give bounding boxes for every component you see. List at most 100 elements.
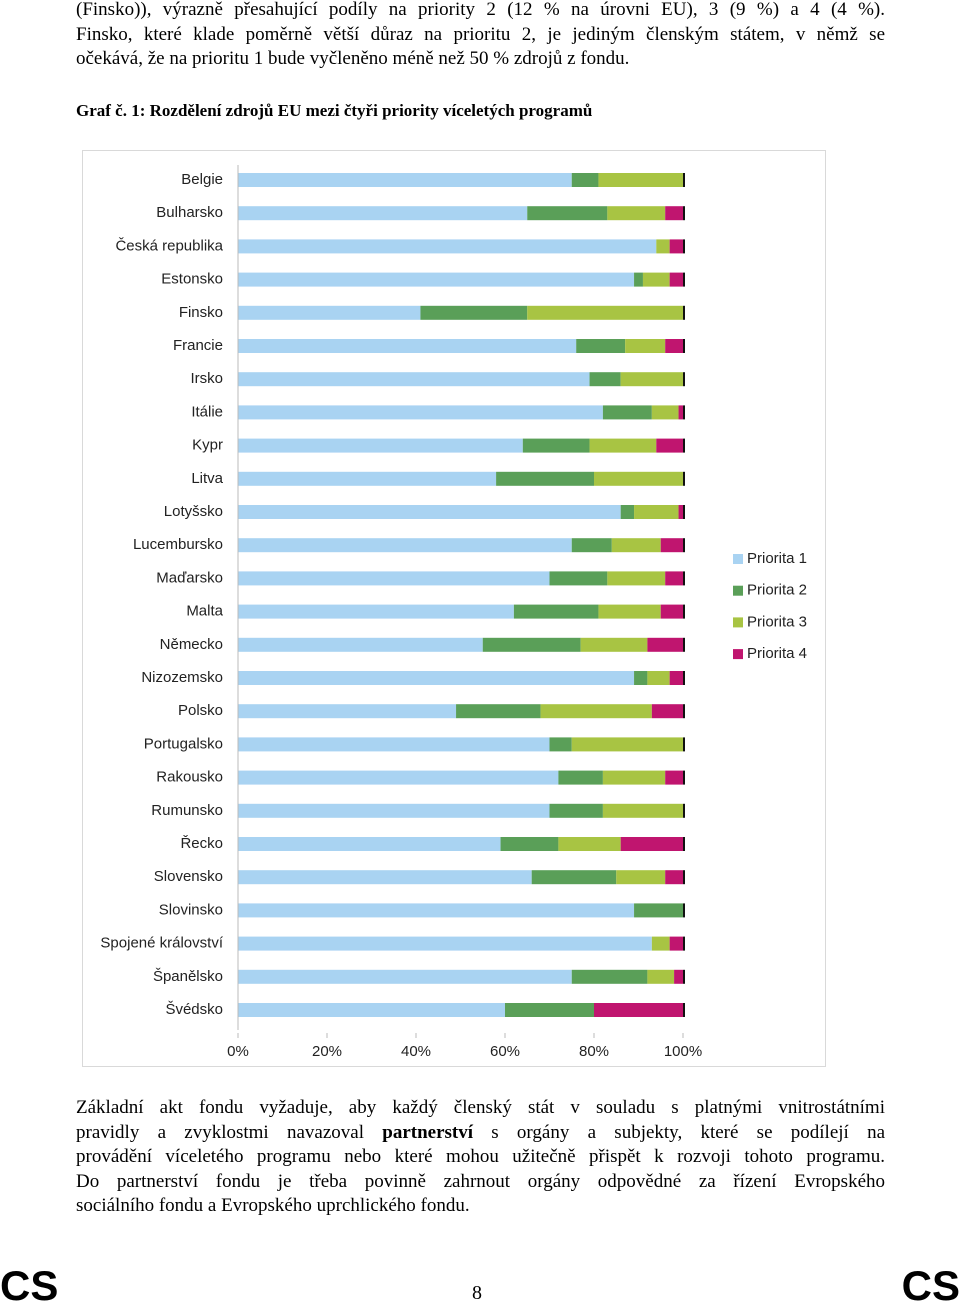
legend-swatch [733,554,743,564]
y-tick-label: Francie [173,337,223,354]
bar-segment [598,173,683,187]
y-tick-label: Itálie [191,403,223,420]
bar-segment [238,571,550,586]
page-number: 8 [472,1282,482,1304]
y-tick-label: Česká republika [115,237,223,254]
bar-segment [238,770,559,785]
y-tick-label: Lotyšsko [164,503,223,520]
y-tick-label: Rakousko [156,769,223,786]
text-run: Do partnerství fondu je třeba povinně za… [76,1170,885,1192]
bar-segment [625,339,666,353]
bar-segment [665,770,683,785]
bar-segment [238,803,550,818]
y-tick-label: Portugalsko [144,735,223,752]
bar-segment [571,969,648,984]
bar-segment [527,305,683,320]
text-line: provádění víceletého programu nebo které… [76,1145,885,1169]
x-tick-label: 80% [579,1043,609,1060]
bar-segment [531,870,617,885]
bar-segment [616,870,666,885]
bar-segment [238,305,421,320]
bar-segment [634,671,648,685]
bar-segment [651,704,683,719]
y-tick-label: Švédsko [165,1001,223,1018]
y-tick-label: Kypr [192,437,223,454]
y-tick-label: Finsko [179,304,223,321]
y-tick-label: Maďarsko [156,569,223,586]
bar-segment [549,737,572,752]
y-tick-label: Estonsko [161,271,223,288]
bar-segment [678,405,683,420]
bar-segment [669,239,683,254]
footer-lang: CS [0,1262,59,1309]
bar-segment [607,571,666,586]
text-line: Do partnerství fondu je třeba povinně za… [76,1170,885,1194]
bar-segment [589,372,621,387]
y-tick-label: Belgie [181,171,223,188]
y-tick-label: Slovinsko [159,901,223,918]
legend-label: Priorita 1 [747,550,807,567]
bar-segment [594,471,683,486]
bar-segment [238,239,657,254]
bar-segment [620,505,635,519]
bar-segment [527,206,608,221]
legend-label: Priorita 2 [747,582,807,599]
bar-segment [238,737,550,752]
x-tick-label: 60% [490,1043,520,1060]
bar-segment [549,571,608,586]
bar-segment [660,604,683,619]
bar-segment [238,206,528,221]
bar-segment [589,438,657,453]
bar-segment [238,969,572,984]
legend-swatch [733,649,743,660]
text-run: Základní akt fondu vyžaduje, aby každý č… [76,1097,885,1118]
legend-label: Priorita 4 [747,645,807,662]
bar-segment [571,737,683,752]
text-line: sociálního fondu a Evropského uprchlické… [76,1194,885,1218]
bar-segment [594,1003,683,1017]
y-tick-label: Polsko [178,702,223,719]
bar-segment [420,305,528,320]
bar-segment [576,339,626,353]
bar-segment [660,538,683,553]
y-tick-label: Slovensko [154,868,223,885]
text-line: Základní akt fondu vyžaduje, aby každý č… [76,1096,885,1120]
x-tick-label: 100% [664,1043,702,1060]
bar-segment [669,936,683,951]
bar-segment [647,637,683,652]
bar-segment [238,471,497,486]
bar-segment [238,671,635,685]
bar-segment [549,803,603,818]
bar-segment [238,405,603,420]
bar-segment [607,206,666,221]
bar-segment [647,969,675,984]
bar-segment [674,969,683,984]
chart-title: Graf č. 1: Rozdělení zdrojů EU mezi čtyř… [76,101,593,120]
bar-segment [642,272,670,287]
legend-swatch [733,617,743,628]
bar-segment [665,339,683,353]
bar-segment [238,704,457,719]
bold-term: partnerství [382,1121,474,1143]
bar-segment [602,770,666,785]
y-tick-label: Irsko [190,370,223,387]
bar-segment [540,704,652,719]
text-run: sociálního fondu a Evropského uprchlické… [76,1195,470,1217]
x-tick-label: 0% [227,1043,249,1060]
text-run: s orgány a subjekty, které se podílejí n… [491,1121,886,1143]
bar-segment [522,438,590,453]
y-tick-label: Rumunsko [151,802,223,819]
y-tick-label: Lucembursko [133,536,223,553]
bar-segment [482,637,581,652]
bar-segment [634,272,643,287]
bar-segment [238,837,501,851]
bar-segment [238,538,572,553]
bar-segment [496,471,594,486]
bar-segment [571,538,612,553]
bar-segment [238,505,621,519]
bar-segment [238,637,483,652]
bar-segment [611,538,661,553]
bar-segment [238,936,652,951]
bar-segment [571,173,599,187]
